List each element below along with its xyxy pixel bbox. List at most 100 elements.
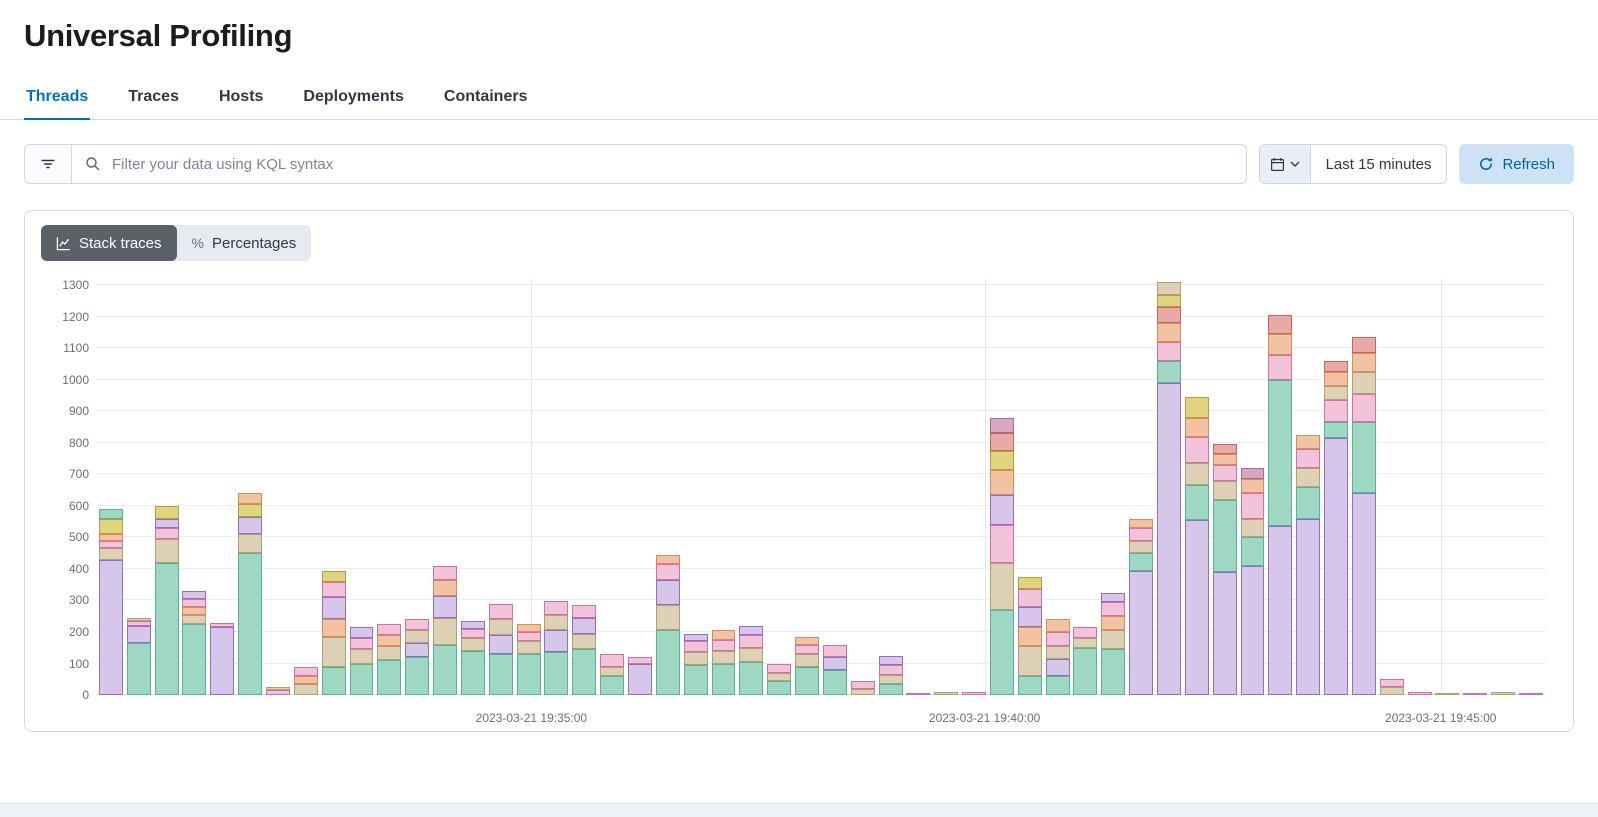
bar-slot bbox=[710, 279, 738, 695]
chart-bar[interactable] bbox=[1017, 279, 1042, 695]
bar-segment-purple bbox=[1129, 570, 1154, 695]
bar-segment-pink bbox=[822, 644, 847, 658]
bar-segment-purple bbox=[126, 625, 151, 643]
chart-bar[interactable] bbox=[1324, 279, 1349, 695]
chart-bar[interactable] bbox=[126, 279, 151, 695]
bar-segment-tan bbox=[516, 641, 541, 655]
chart-bar[interactable] bbox=[1407, 279, 1432, 695]
tab-containers[interactable]: Containers bbox=[443, 88, 528, 105]
chart-bar[interactable] bbox=[1073, 279, 1098, 695]
chart-bar[interactable] bbox=[934, 279, 959, 695]
chart-bar[interactable] bbox=[460, 279, 485, 695]
chart-bar[interactable] bbox=[739, 279, 764, 695]
chart-bar[interactable] bbox=[683, 279, 708, 695]
filter-button[interactable] bbox=[25, 145, 72, 183]
chart-bar[interactable] bbox=[516, 279, 541, 695]
bar-segment-orange bbox=[1129, 518, 1154, 528]
y-axis-tick: 1100 bbox=[63, 341, 89, 356]
bar-slot bbox=[626, 279, 654, 695]
tab-threads[interactable]: Threads bbox=[24, 78, 91, 120]
chart-bar[interactable] bbox=[1045, 279, 1070, 695]
chart-bar[interactable] bbox=[822, 279, 847, 695]
date-quick-select-button[interactable] bbox=[1259, 145, 1311, 183]
y-axis-tick: 300 bbox=[68, 593, 89, 608]
chart-bar[interactable] bbox=[989, 279, 1014, 695]
chart-bar[interactable] bbox=[627, 279, 652, 695]
bar-segment-pink bbox=[1324, 400, 1349, 423]
chart-bar[interactable] bbox=[1463, 279, 1488, 695]
chart-bar[interactable] bbox=[767, 279, 792, 695]
chart-bar[interactable] bbox=[906, 279, 931, 695]
tab-deployments[interactable]: Deployments bbox=[303, 88, 404, 105]
bar-slot bbox=[181, 279, 209, 695]
bar-segment-mint bbox=[655, 630, 680, 695]
chart-bar[interactable] bbox=[238, 279, 263, 695]
chart-bar[interactable] bbox=[1379, 279, 1404, 695]
chart-bar[interactable] bbox=[795, 279, 819, 695]
chart-bar[interactable] bbox=[1212, 279, 1237, 695]
chart-bar[interactable] bbox=[1351, 279, 1376, 695]
bar-segment-orange bbox=[1212, 453, 1237, 465]
chart-bar[interactable] bbox=[655, 279, 680, 695]
bar-segment-mint bbox=[1324, 422, 1349, 439]
kql-search-input[interactable] bbox=[110, 154, 1233, 174]
tab-traces[interactable]: Traces bbox=[128, 88, 179, 105]
bar-segment-tan bbox=[1296, 468, 1321, 488]
chart-bar[interactable] bbox=[1435, 279, 1460, 695]
chart-bar[interactable] bbox=[1157, 279, 1181, 695]
bar-slot bbox=[1072, 279, 1100, 695]
chart-bar[interactable] bbox=[182, 279, 207, 695]
search-icon bbox=[86, 157, 100, 171]
tab-hosts[interactable]: Hosts bbox=[218, 88, 264, 105]
chart-bar[interactable] bbox=[321, 279, 346, 695]
chart-bar[interactable] bbox=[962, 279, 987, 695]
y-axis-tick: 600 bbox=[68, 498, 89, 513]
chart-bar[interactable] bbox=[1101, 279, 1126, 695]
stack-traces-toggle[interactable]: Stack traces bbox=[41, 225, 177, 261]
chart-bar[interactable] bbox=[1184, 279, 1209, 695]
bar-segment-orange bbox=[182, 606, 207, 615]
chart-bar[interactable] bbox=[488, 279, 513, 695]
chart-bar[interactable] bbox=[1491, 279, 1516, 695]
bar-slot bbox=[654, 279, 682, 695]
bar-segment-purple bbox=[683, 633, 708, 642]
bar-segment-pink bbox=[767, 663, 792, 673]
chart-bar[interactable] bbox=[850, 279, 875, 695]
chart-bar[interactable] bbox=[1240, 279, 1265, 695]
chart-bar[interactable] bbox=[1518, 279, 1543, 695]
chart-bar[interactable] bbox=[1129, 279, 1154, 695]
chart-bar[interactable] bbox=[293, 279, 318, 695]
bar-segment-orange bbox=[1017, 627, 1042, 647]
chart-bar[interactable] bbox=[1296, 279, 1321, 695]
chart-bar[interactable] bbox=[154, 279, 179, 695]
bar-segment-pink bbox=[655, 564, 680, 580]
chart-bar[interactable] bbox=[711, 279, 736, 695]
bar-segment-purple bbox=[878, 655, 903, 666]
chart-bar[interactable] bbox=[377, 279, 402, 695]
chart-bar[interactable] bbox=[433, 279, 458, 695]
chart-bar[interactable] bbox=[98, 279, 123, 695]
x-axis-label: 2023-03-21 19:35:00 bbox=[475, 711, 588, 725]
chart-bar[interactable] bbox=[1268, 279, 1293, 695]
refresh-button[interactable]: Refresh bbox=[1459, 144, 1574, 184]
time-range-button[interactable]: Last 15 minutes bbox=[1310, 145, 1447, 183]
chart-bar[interactable] bbox=[572, 279, 597, 695]
refresh-label: Refresh bbox=[1502, 155, 1555, 173]
h-gridline bbox=[97, 315, 1545, 317]
chart-bar[interactable] bbox=[544, 279, 569, 695]
chart-bar[interactable] bbox=[266, 279, 290, 695]
bar-segment-purple bbox=[210, 627, 235, 695]
chart-bar[interactable] bbox=[405, 279, 430, 695]
bar-segment-mint bbox=[795, 666, 819, 695]
chart-bar[interactable] bbox=[878, 279, 903, 695]
chart-bar[interactable] bbox=[210, 279, 235, 695]
bar-slot bbox=[292, 279, 320, 695]
bar-segment-mint bbox=[1045, 676, 1070, 695]
percentages-toggle[interactable]: % Percentages bbox=[177, 225, 312, 261]
chart-bar[interactable] bbox=[349, 279, 374, 695]
bar-segment-mint bbox=[1296, 487, 1321, 519]
bar-slot bbox=[1378, 279, 1406, 695]
bar-slot bbox=[431, 279, 459, 695]
h-gridline bbox=[97, 694, 1545, 695]
chart-bar[interactable] bbox=[600, 279, 625, 695]
